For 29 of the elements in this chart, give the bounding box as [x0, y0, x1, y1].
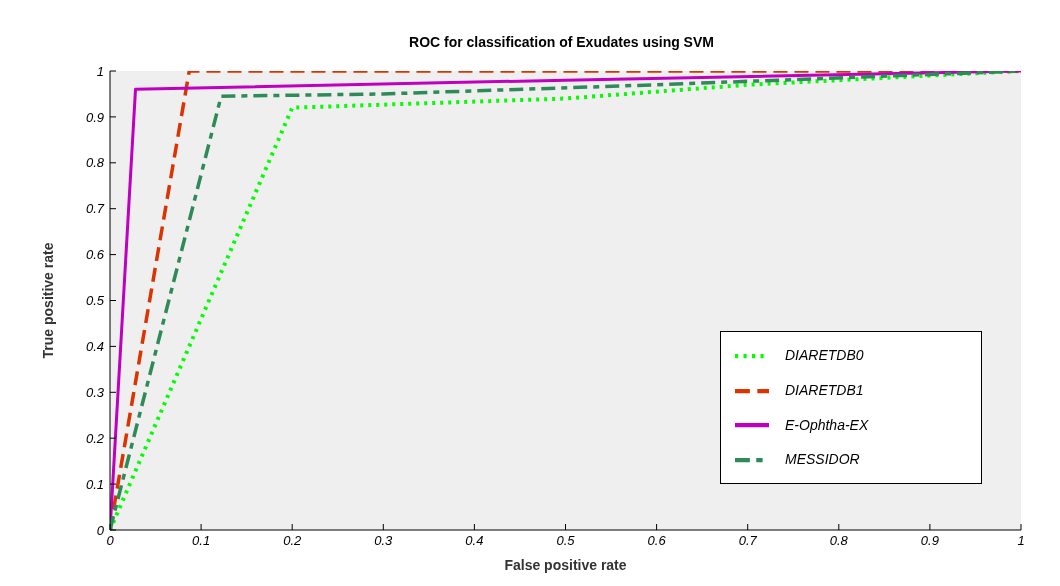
x-tick-label: 0.9 [920, 533, 939, 549]
y-tick-label: 0.8 [85, 155, 105, 171]
x-tick-label: 0.4 [465, 533, 484, 549]
y-tick-label: 0 [96, 522, 105, 538]
y-axis-title: True positive rate [39, 242, 56, 359]
legend-label: MESSIDOR [785, 451, 860, 468]
y-tick-label: 0.9 [85, 109, 104, 125]
y-tick-label: 0.1 [85, 476, 104, 492]
y-tick-label: 0.5 [85, 293, 105, 309]
x-tick-label: 0.5 [556, 533, 576, 549]
y-tick-label: 0.4 [85, 339, 104, 355]
x-tick-label: 0.8 [829, 533, 849, 549]
x-tick-label: 0.6 [647, 533, 667, 549]
chart-title: ROC for classification of Exudates using SVM [408, 34, 715, 50]
x-tick-label: 0 [106, 533, 115, 549]
x-tick-label: 1 [1017, 533, 1025, 549]
x-tick-label: 0.7 [738, 533, 758, 549]
y-tick-label: 0.7 [85, 201, 105, 217]
legend-label: E-Ophtha-EX [785, 416, 869, 433]
y-tick-label: 0.2 [85, 430, 105, 446]
x-axis-title: False positive rate [504, 557, 627, 573]
x-tick-label: 0.1 [192, 533, 211, 549]
x-tick-label: 0.2 [283, 533, 302, 549]
legend-label: DIARETDB1 [785, 381, 864, 398]
y-tick-label: 0.6 [85, 247, 105, 263]
y-tick-label: 0.3 [85, 384, 105, 400]
legend-label: DIARETDB0 [785, 347, 864, 363]
y-tick-label: 1 [96, 63, 104, 79]
x-tick-label: 0.3 [374, 533, 394, 549]
